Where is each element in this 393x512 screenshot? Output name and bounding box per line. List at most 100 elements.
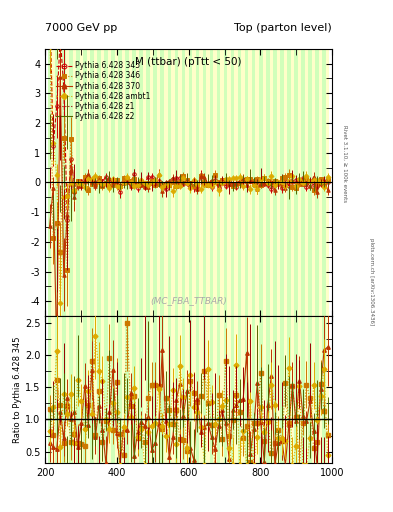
Bar: [210, 316, 213, 463]
Bar: [143, 316, 147, 463]
Bar: [277, 49, 280, 316]
Bar: [199, 316, 203, 463]
Bar: [312, 49, 315, 316]
Bar: [206, 49, 210, 316]
Bar: [192, 316, 196, 463]
Bar: [217, 316, 220, 463]
Bar: [224, 49, 227, 316]
Bar: [86, 316, 90, 463]
Bar: [255, 49, 259, 316]
Bar: [140, 49, 143, 316]
Bar: [185, 316, 189, 463]
Bar: [97, 49, 101, 316]
Text: plots.cern.ch [arXiv:1306.3436]: plots.cern.ch [arXiv:1306.3436]: [369, 238, 374, 325]
Bar: [167, 316, 171, 463]
Bar: [66, 49, 69, 316]
Bar: [192, 49, 196, 316]
Bar: [259, 49, 263, 316]
Bar: [319, 316, 322, 463]
Bar: [206, 316, 210, 463]
Bar: [101, 49, 104, 316]
Bar: [136, 316, 140, 463]
Bar: [97, 316, 101, 463]
Bar: [273, 316, 277, 463]
Bar: [220, 49, 224, 316]
Bar: [227, 316, 231, 463]
Bar: [294, 316, 298, 463]
Bar: [150, 316, 153, 463]
Bar: [305, 49, 308, 316]
Bar: [252, 49, 255, 316]
Bar: [122, 316, 125, 463]
Bar: [167, 49, 171, 316]
Bar: [174, 316, 178, 463]
Bar: [73, 49, 76, 316]
Bar: [55, 316, 59, 463]
Bar: [69, 49, 73, 316]
Bar: [147, 316, 150, 463]
Bar: [94, 49, 97, 316]
Bar: [160, 316, 164, 463]
Bar: [284, 316, 287, 463]
Bar: [315, 49, 319, 316]
Bar: [73, 316, 76, 463]
Bar: [196, 316, 199, 463]
Bar: [160, 49, 164, 316]
Bar: [280, 316, 284, 463]
Bar: [104, 49, 108, 316]
Bar: [255, 316, 259, 463]
Bar: [326, 49, 329, 316]
Bar: [62, 49, 66, 316]
Bar: [178, 316, 182, 463]
Bar: [308, 316, 312, 463]
Bar: [182, 316, 185, 463]
Bar: [153, 316, 157, 463]
Bar: [291, 316, 294, 463]
Bar: [171, 49, 174, 316]
Bar: [90, 316, 94, 463]
Bar: [51, 316, 55, 463]
Bar: [76, 316, 79, 463]
Bar: [217, 49, 220, 316]
Bar: [199, 49, 203, 316]
Bar: [231, 49, 234, 316]
Bar: [270, 316, 273, 463]
Bar: [55, 49, 59, 316]
Bar: [143, 49, 147, 316]
Bar: [203, 316, 206, 463]
Bar: [118, 316, 122, 463]
Bar: [252, 316, 255, 463]
Bar: [153, 49, 157, 316]
Bar: [125, 49, 129, 316]
Bar: [227, 49, 231, 316]
Bar: [241, 316, 245, 463]
Bar: [305, 316, 308, 463]
Bar: [76, 49, 79, 316]
Bar: [196, 49, 199, 316]
Bar: [231, 316, 234, 463]
Bar: [90, 49, 94, 316]
Bar: [315, 316, 319, 463]
Bar: [319, 49, 322, 316]
Bar: [108, 316, 111, 463]
Bar: [115, 316, 118, 463]
Bar: [241, 49, 245, 316]
Bar: [277, 316, 280, 463]
Text: 7000 GeV pp: 7000 GeV pp: [45, 23, 118, 33]
Bar: [51, 49, 55, 316]
Bar: [111, 49, 115, 316]
Bar: [284, 49, 287, 316]
Bar: [171, 316, 174, 463]
Bar: [220, 316, 224, 463]
Text: Top (parton level): Top (parton level): [234, 23, 332, 33]
Bar: [59, 316, 62, 463]
Text: Rivet 3.1.10, ≥ 100k events: Rivet 3.1.10, ≥ 100k events: [343, 125, 348, 202]
Bar: [136, 49, 140, 316]
Bar: [118, 49, 122, 316]
Bar: [66, 316, 69, 463]
Bar: [234, 49, 238, 316]
Legend: Pythia 6.428 345, Pythia 6.428 346, Pythia 6.428 370, Pythia 6.428 ambt1, Pythia: Pythia 6.428 345, Pythia 6.428 346, Pyth…: [55, 60, 152, 122]
Bar: [129, 49, 132, 316]
Bar: [62, 316, 66, 463]
Bar: [248, 316, 252, 463]
